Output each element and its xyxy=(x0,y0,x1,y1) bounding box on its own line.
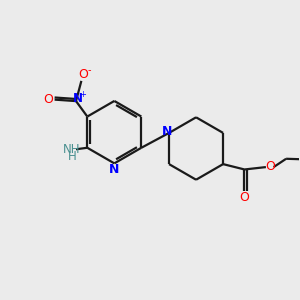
Text: N: N xyxy=(73,92,82,105)
Text: H: H xyxy=(68,150,76,163)
Text: O: O xyxy=(265,160,275,173)
Text: +: + xyxy=(79,90,86,99)
Text: O: O xyxy=(78,68,88,81)
Text: -: - xyxy=(87,64,91,75)
Text: NH: NH xyxy=(63,143,81,156)
Text: N: N xyxy=(109,164,119,176)
Text: O: O xyxy=(43,92,53,106)
Text: N: N xyxy=(162,125,173,138)
Text: O: O xyxy=(240,191,249,204)
